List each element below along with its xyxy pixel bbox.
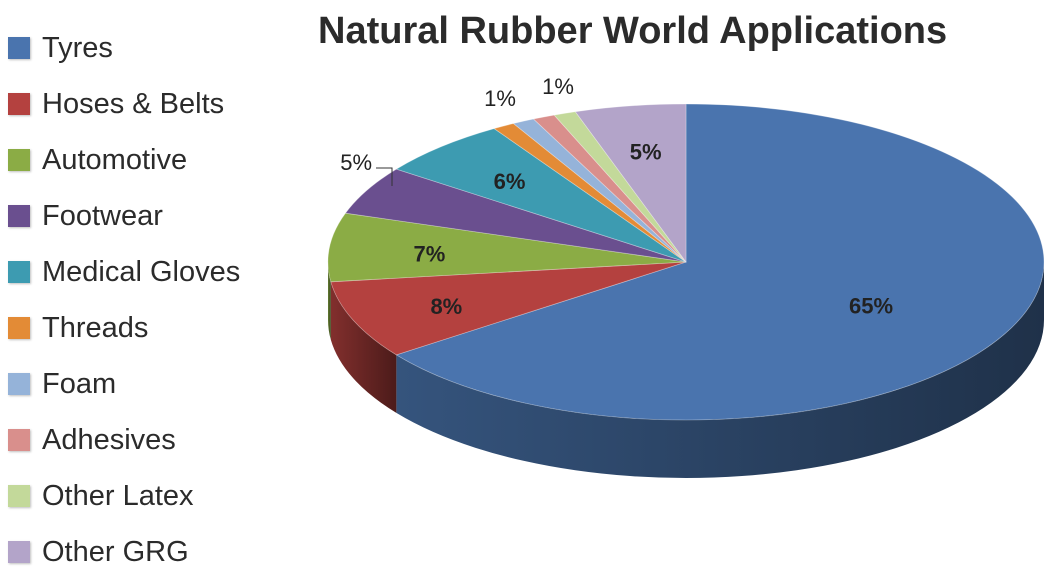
pie-slice-medical-gloves xyxy=(395,128,687,263)
pie-side-hoses-and-belts xyxy=(330,281,397,413)
pie-slice-other-grg xyxy=(574,103,687,264)
legend-label: Threads xyxy=(42,311,149,344)
legend-label: Other GRG xyxy=(42,535,189,568)
pie-slice-tyres xyxy=(395,103,1045,421)
slice-label-other-grg: 5% xyxy=(630,140,662,165)
legend-item-other-grg: Other GRG xyxy=(8,524,240,580)
legend-label: Foam xyxy=(42,367,117,400)
slice-label-adhesives: 1% xyxy=(542,74,574,99)
legend-swatch xyxy=(8,317,30,339)
legend-label: Hoses & Belts xyxy=(42,87,225,120)
legend-item-adhesives: Adhesives xyxy=(8,412,240,468)
legend-swatch xyxy=(8,261,30,283)
legend-item-footwear: Footwear xyxy=(8,188,240,244)
slice-label-automotive: 7% xyxy=(413,241,445,266)
pie-side-automotive xyxy=(328,262,331,340)
pie-slice-foam xyxy=(512,118,687,263)
pie-slice-automotive xyxy=(327,212,687,283)
legend-label: Adhesives xyxy=(42,423,176,456)
legend-label: Footwear xyxy=(42,199,163,232)
legend-swatch xyxy=(8,429,30,451)
pie-chart: 65% 8% 7% 5% 6% 1% 1% 5% xyxy=(327,74,1045,478)
pie-slice-hoses-and-belts xyxy=(330,261,687,356)
legend-item-other-latex: Other Latex xyxy=(8,468,240,524)
legend-item-threads: Threads xyxy=(8,300,240,356)
legend: Tyres Hoses & Belts Automotive Footwear Medi… xyxy=(8,20,240,580)
pie-slice-footwear xyxy=(344,168,687,263)
legend-item-automotive: Automotive xyxy=(8,132,240,188)
legend-swatch xyxy=(8,37,30,59)
slice-label-medical-gloves: 6% xyxy=(494,169,526,194)
pie-slice-adhesives xyxy=(532,114,687,263)
legend-swatch xyxy=(8,485,30,507)
leader-line-footwear xyxy=(376,167,393,186)
legend-label: Other Latex xyxy=(42,479,194,512)
legend-item-tyres: Tyres xyxy=(8,20,240,76)
legend-item-medical-gloves: Medical Gloves xyxy=(8,244,240,300)
legend-item-hoses-and-belts: Hoses & Belts xyxy=(8,76,240,132)
legend-label: Medical Gloves xyxy=(42,255,241,288)
pie-slice-other-latex xyxy=(553,111,687,263)
pie-side-tyres xyxy=(396,262,1044,478)
legend-swatch xyxy=(8,149,30,171)
slice-label-footwear: 5% xyxy=(340,150,372,175)
legend-label: Automotive xyxy=(42,143,188,176)
legend-label: Tyres xyxy=(42,31,113,64)
legend-item-foam: Foam xyxy=(8,356,240,412)
legend-swatch xyxy=(8,541,30,563)
slice-label-hoses-and-belts: 8% xyxy=(430,294,462,319)
legend-swatch xyxy=(8,373,30,395)
slice-label-tyres: 65% xyxy=(849,294,893,319)
chart-title: Natural Rubber World Applications xyxy=(318,10,948,52)
pie-slice-threads xyxy=(493,123,687,263)
legend-swatch xyxy=(8,93,30,115)
slice-label-threads: 1% xyxy=(484,86,516,111)
legend-swatch xyxy=(8,205,30,227)
